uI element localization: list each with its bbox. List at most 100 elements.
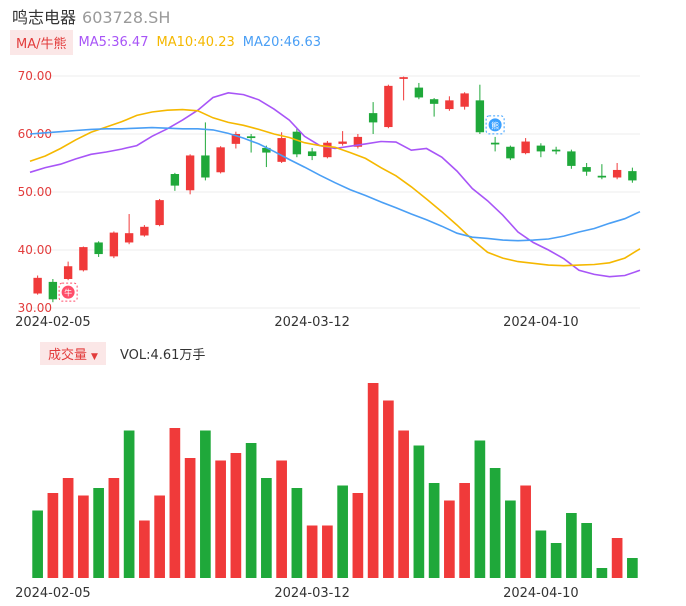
candle-body	[399, 77, 408, 79]
candle-body	[521, 141, 530, 154]
candle-body	[155, 200, 164, 226]
volume-bar	[32, 510, 43, 578]
candle-body	[628, 171, 637, 181]
chevron-down-icon: ▼	[91, 352, 98, 362]
volume-bar	[428, 483, 440, 578]
candlestick	[475, 84, 485, 134]
date-axis-label: 2024-04-10	[503, 315, 579, 330]
candle-body	[582, 167, 591, 172]
candle-body	[597, 175, 607, 178]
volume-bar	[520, 485, 531, 578]
candlestick	[460, 92, 469, 110]
volume-bar	[596, 568, 608, 578]
candlestick	[445, 96, 454, 111]
candle-body	[567, 151, 576, 166]
volume-bar	[245, 443, 257, 578]
date-axis-label: 2024-02-05	[15, 315, 91, 330]
volume-bar	[306, 525, 318, 578]
candlestick	[170, 172, 180, 191]
volume-bar	[322, 525, 333, 578]
candle-body	[353, 136, 363, 147]
candle-body	[124, 233, 134, 243]
candlestick	[185, 154, 195, 195]
volume-bar	[93, 488, 104, 578]
volume-indicator-label: 成交量	[48, 348, 88, 363]
candlestick	[124, 214, 134, 245]
volume-bar	[581, 523, 592, 578]
indicator-selector[interactable]: MA/牛熊	[10, 29, 73, 55]
volume-bar	[550, 543, 562, 578]
volume-bar	[291, 488, 303, 578]
candlestick	[262, 145, 271, 168]
candle-body	[445, 100, 454, 110]
candle-body	[323, 142, 332, 158]
candlestick	[612, 163, 622, 180]
candle-body	[48, 281, 58, 300]
ma20-line	[29, 126, 641, 242]
volume-bar	[261, 478, 272, 578]
candlestick	[231, 131, 241, 149]
candle-body	[94, 242, 103, 255]
candlestick	[399, 76, 408, 101]
bear-marker-icon: 熊	[485, 115, 505, 135]
volume-bar	[230, 453, 242, 578]
candle-body	[170, 174, 180, 186]
volume-bar	[459, 483, 470, 578]
candlestick	[567, 149, 576, 169]
volume-bar	[398, 430, 409, 578]
volume-bar	[62, 478, 74, 578]
date-axis-label: 2024-03-12	[274, 315, 350, 330]
candlestick	[338, 131, 347, 146]
candle-body	[429, 99, 439, 104]
volume-bar	[535, 530, 547, 578]
candlestick	[109, 231, 119, 259]
candlestick	[414, 82, 424, 100]
stock-name: 鸣志电器	[12, 8, 77, 27]
candle-body	[536, 145, 546, 152]
candle-body	[277, 138, 286, 162]
volume-bar	[154, 495, 165, 578]
candlestick	[429, 98, 439, 117]
volume-bar	[489, 468, 501, 578]
volume-bar	[383, 400, 394, 578]
marker-badge	[488, 118, 502, 132]
candlestick	[582, 163, 591, 176]
candlestick	[79, 246, 88, 272]
volume-bar	[413, 445, 425, 578]
price-axis-label: 50.00	[18, 185, 52, 199]
candlestick	[277, 132, 286, 163]
marker-glyph: 熊	[491, 120, 499, 130]
marker-glyph: 牛	[64, 288, 72, 298]
marker-badge	[61, 285, 75, 299]
price-axis-label: 40.00	[18, 243, 52, 257]
volume-bar	[444, 500, 455, 578]
candlestick	[63, 261, 73, 281]
price-axis-label: 70.00	[18, 69, 52, 83]
candlestick	[506, 145, 515, 161]
candle-body	[475, 100, 485, 133]
volume-indicator-dropdown[interactable]: 成交量 ▼	[40, 342, 106, 365]
candlestick	[140, 225, 149, 237]
volume-bar	[367, 383, 379, 578]
volume-bar	[337, 485, 348, 578]
volume-bar	[566, 513, 577, 578]
volume-bar	[108, 478, 120, 578]
volume-bar	[123, 430, 135, 578]
candle-body	[490, 142, 500, 145]
ma20-legend: MA20:46.63	[242, 34, 321, 50]
stock-code: 603728.SH	[82, 8, 171, 27]
candlestick	[368, 102, 378, 134]
candlestick	[490, 136, 500, 152]
candle-body	[262, 147, 271, 153]
volume-bar	[611, 538, 623, 578]
candlestick	[94, 241, 103, 257]
candlestick	[536, 143, 546, 158]
candle-body	[201, 155, 210, 178]
volume-bar	[474, 440, 486, 578]
candlestick	[246, 134, 256, 153]
ma5-legend: MA5:36.47	[78, 34, 149, 50]
volume-bar	[276, 460, 287, 578]
volume-bar	[352, 493, 364, 578]
candlestick	[48, 279, 58, 303]
